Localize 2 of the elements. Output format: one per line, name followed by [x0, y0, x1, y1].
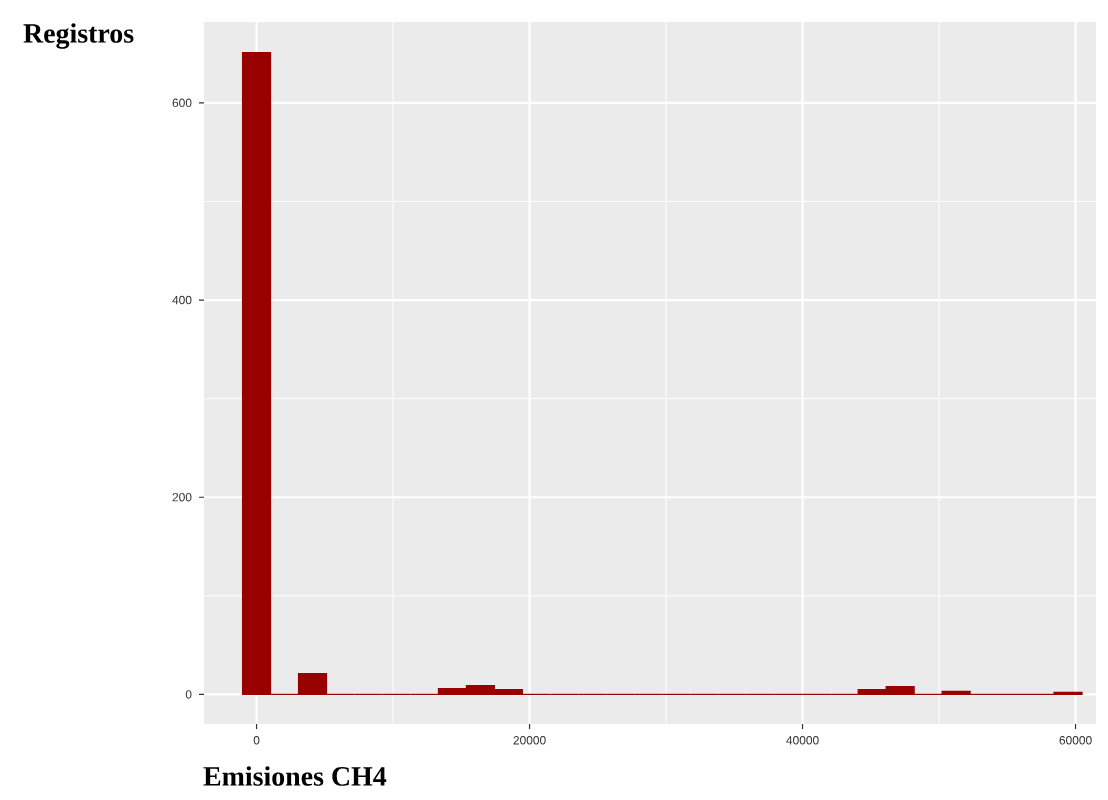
y-axis-title: Registros: [23, 23, 134, 49]
x-axis-title: Emisiones CH4: [203, 766, 387, 786]
